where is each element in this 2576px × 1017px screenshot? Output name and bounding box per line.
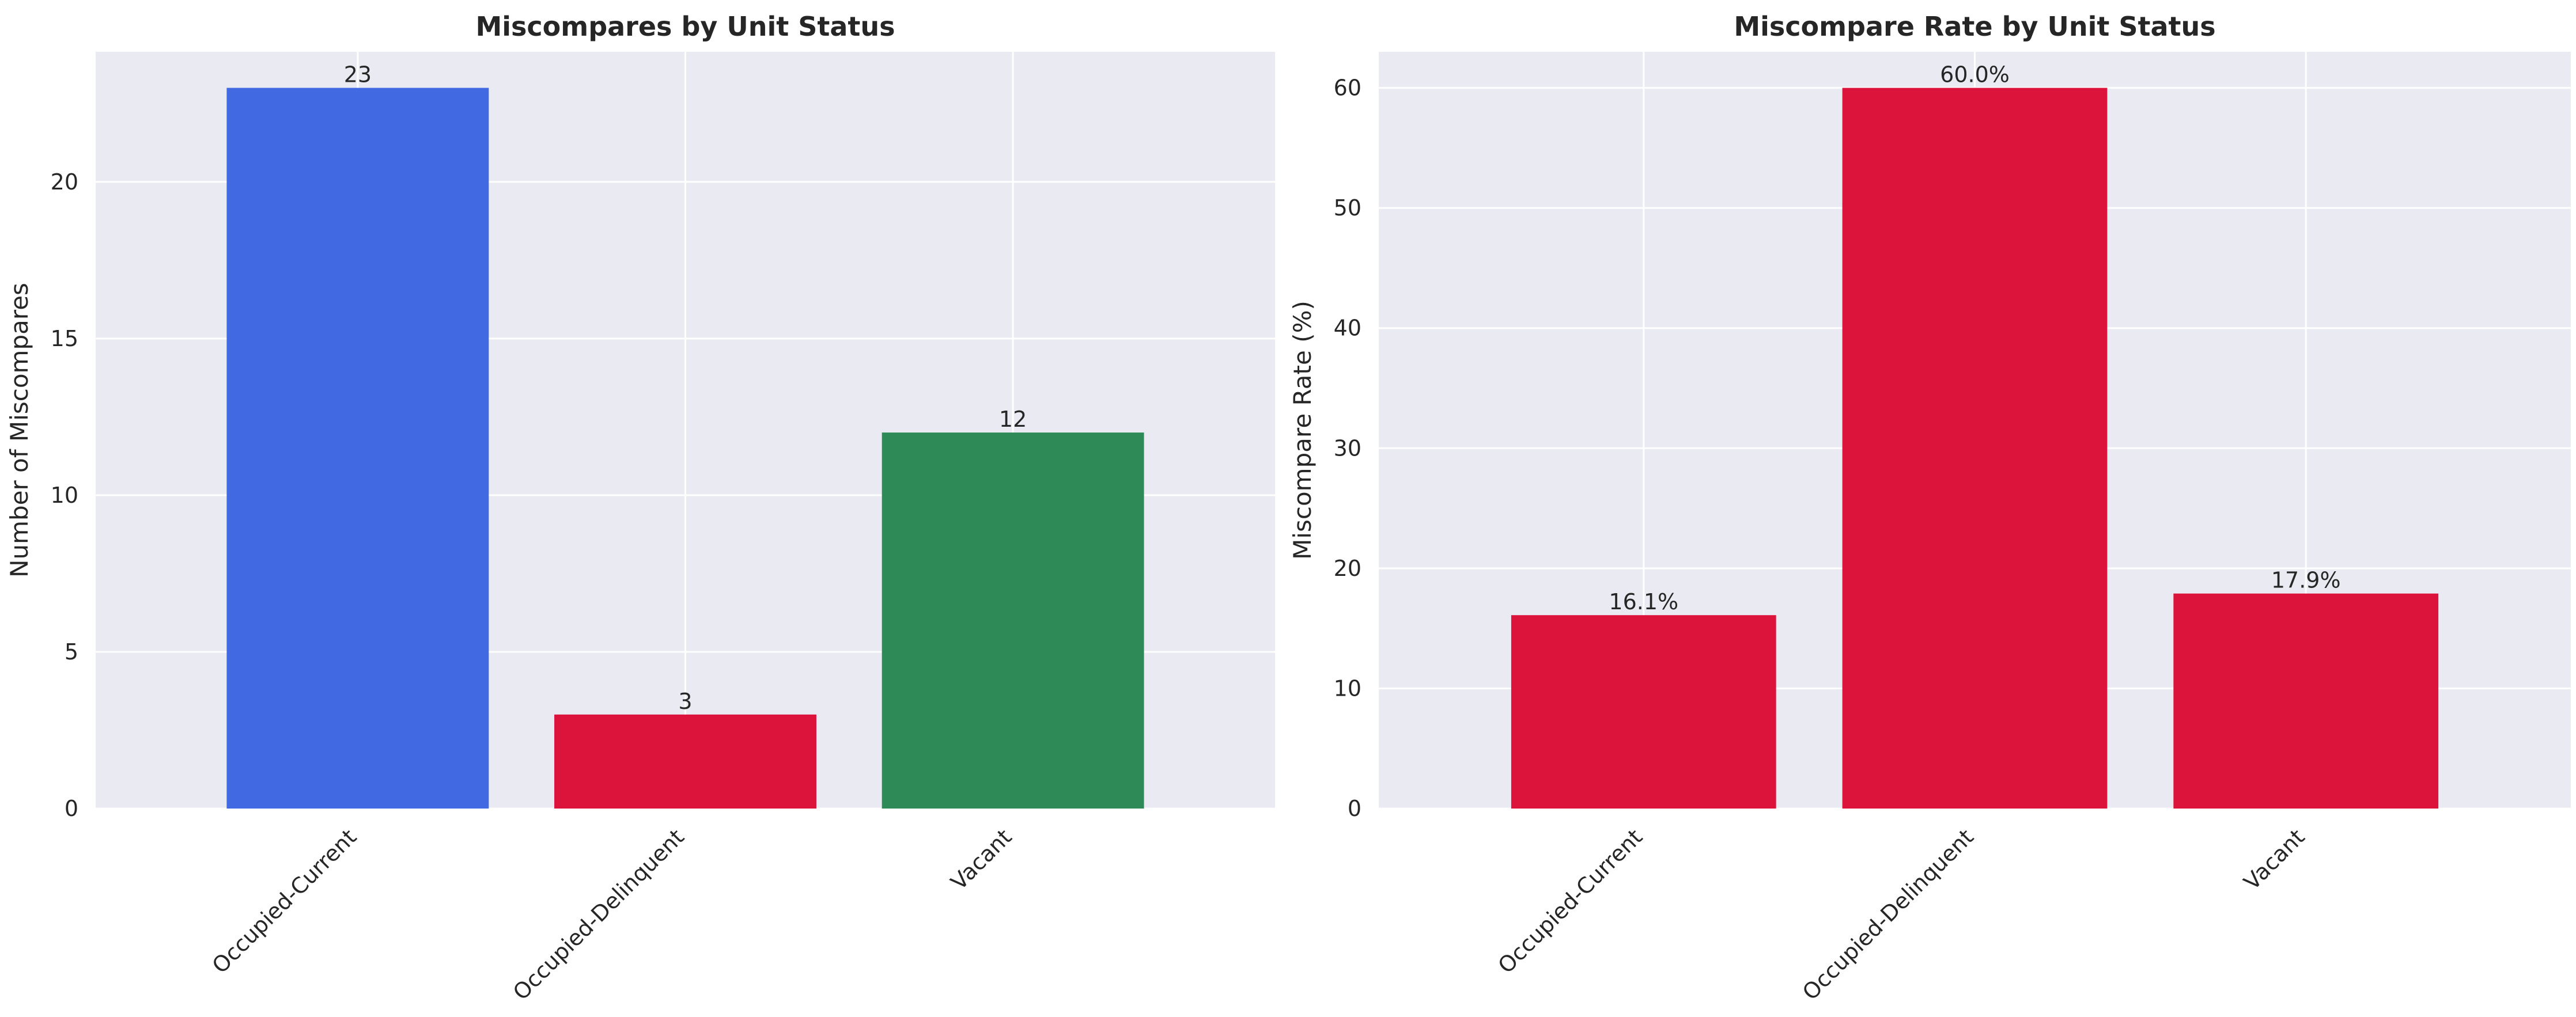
y-axis-label: Miscompare Rate (%): [1288, 301, 1317, 560]
y-tick-label: 20: [51, 169, 78, 195]
y-tick-label: 20: [1334, 556, 1361, 581]
y-tick-label: 5: [65, 639, 78, 665]
bar-value-label: 3: [678, 689, 692, 714]
bar: [554, 714, 816, 809]
bar-value-label: 12: [999, 407, 1027, 432]
x-tick-label: Occupied-Current: [1493, 824, 1648, 978]
y-tick-label: 50: [1334, 195, 1361, 221]
x-tick-label: Occupied-Delinquent: [508, 824, 689, 1005]
x-tick-label: Vacant: [946, 824, 1017, 895]
y-tick-label: 15: [51, 326, 78, 351]
y-tick-label: 10: [51, 483, 78, 508]
chart-miscompare-rate: Miscompare Rate by Unit Status Miscompar…: [1288, 11, 2571, 1005]
bar: [1842, 88, 2108, 809]
bar: [2173, 593, 2439, 809]
y-tick-label: 40: [1334, 316, 1361, 341]
bar-value-label: 17.9%: [2271, 568, 2341, 593]
chart-miscompares-count: Miscompares by Unit Status Number of Mis…: [5, 11, 1275, 1005]
y-axis-label: Number of Miscompares: [5, 283, 33, 578]
y-tick-label: 0: [1348, 796, 1361, 821]
chart-title: Miscompares by Unit Status: [475, 11, 895, 42]
y-tick-label: 30: [1334, 435, 1361, 461]
bar-value-label: 60.0%: [1940, 62, 2010, 88]
x-tick-label: Vacant: [2239, 824, 2310, 895]
x-tick-label: Occupied-Current: [207, 824, 362, 978]
bar: [1511, 615, 1776, 809]
x-tick-label: Occupied-Delinquent: [1798, 824, 1979, 1005]
bar: [226, 88, 489, 809]
chart-title: Miscompare Rate by Unit Status: [1734, 11, 2215, 42]
bar: [882, 432, 1144, 809]
y-tick-label: 60: [1334, 75, 1361, 101]
bar-value-label: 23: [344, 62, 372, 88]
bar-value-label: 16.1%: [1609, 589, 1678, 614]
y-tick-label: 10: [1334, 676, 1361, 701]
y-tick-label: 0: [65, 796, 78, 821]
